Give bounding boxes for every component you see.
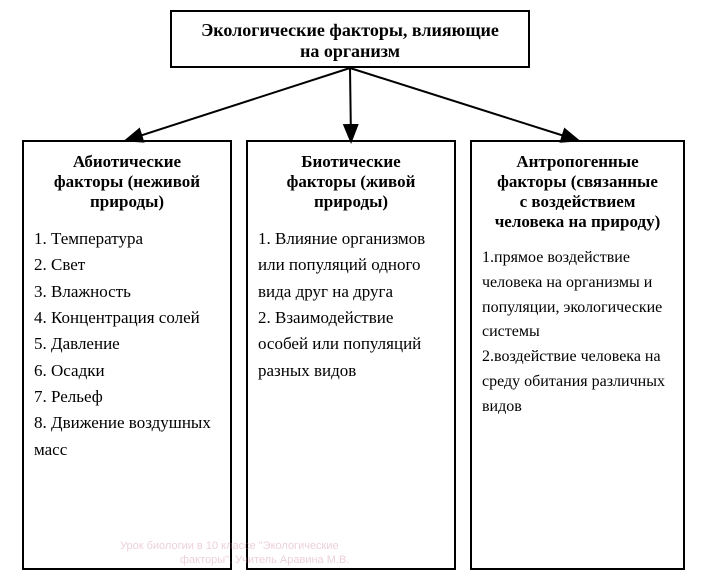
root-node: Экологические факторы, влияющие на орган… <box>170 10 530 68</box>
abiotic-title: Абиотические факторы (неживой природы) <box>34 152 220 212</box>
anthropogenic-title: Антропогенные факторы (связанные с возде… <box>482 152 673 232</box>
root-title-line2: на организм <box>186 41 514 62</box>
list-item: 8. Движение воздушных масс <box>34 410 220 463</box>
list-item: 7. Рельеф <box>34 384 220 410</box>
list-item: 4. Концентрация солей <box>34 305 220 331</box>
list-item: 3. Влажность <box>34 279 220 305</box>
list-item: 1.прямое воздействие человека на организ… <box>482 246 673 345</box>
abiotic-node: Абиотические факторы (неживой природы) 1… <box>22 140 232 570</box>
list-item: 1. Температура <box>34 226 220 252</box>
root-title-line1: Экологические факторы, влияющие <box>186 20 514 41</box>
list-item: 2.воздействие человека на среду обитания… <box>482 345 673 419</box>
anthropogenic-node: Антропогенные факторы (связанные с возде… <box>470 140 685 570</box>
biotic-node: Биотические факторы (живой природы) 1. В… <box>246 140 456 570</box>
anthropogenic-list: 1.прямое воздействие человека на организ… <box>482 246 673 420</box>
list-item: 2. Свет <box>34 252 220 278</box>
list-item: 5. Давление <box>34 331 220 357</box>
abiotic-list: 1. Температура2. Свет3. Влажность4. Конц… <box>34 226 220 463</box>
biotic-list: 1. Влияние организмов или популяций одно… <box>258 226 444 384</box>
list-item: 1. Влияние организмов или популяций одно… <box>258 226 444 305</box>
list-item: 6. Осадки <box>34 358 220 384</box>
biotic-title: Биотические факторы (живой природы) <box>258 152 444 212</box>
list-item: 2. Взаимодействие особей или популяций р… <box>258 305 444 384</box>
